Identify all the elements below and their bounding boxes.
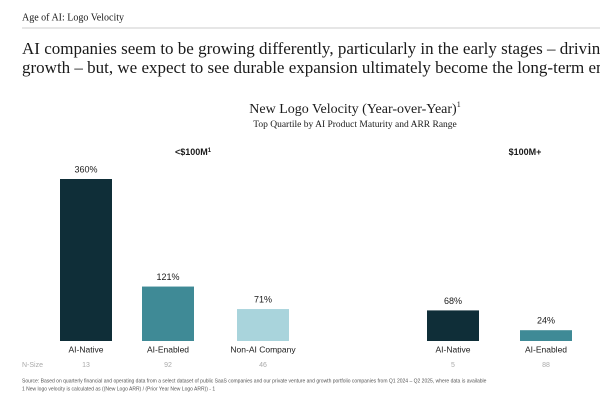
bar [427, 310, 479, 341]
footnote: Source: Based on quarterly financial and… [22, 378, 487, 384]
headline: growth – but, we expect to see durable e… [22, 58, 600, 77]
group-label-text: <$100M [175, 147, 208, 157]
bar [520, 330, 572, 341]
group-label: <$100M1 [175, 147, 212, 157]
superscript: 1 [208, 148, 212, 154]
bar [142, 286, 194, 341]
n-size: 5 [451, 362, 455, 369]
superscript: 1 [457, 100, 461, 109]
n-size: 13 [82, 362, 90, 369]
bar [60, 179, 112, 341]
category-label: Non-AI Company [230, 344, 296, 354]
category-label: AI-Native [69, 344, 104, 354]
header: Age of AI: Logo Velocity [22, 12, 124, 23]
n-size: 88 [542, 362, 550, 369]
bar [237, 309, 289, 341]
n-size-label: N-Size [22, 362, 43, 369]
footnote: 1 New logo velocity is calculated as ((N… [22, 386, 215, 392]
headline: AI companies seem to be growing differen… [22, 39, 600, 58]
chart-title-text: New Logo Velocity (Year-over-Year) [249, 102, 457, 117]
n-size: 46 [259, 362, 267, 369]
category-label: AI-Native [436, 344, 471, 354]
value-label: 121% [156, 272, 179, 282]
category-label: AI-Enabled [525, 344, 567, 354]
value-label: 360% [74, 164, 97, 174]
value-label: 24% [537, 316, 555, 326]
group-label: $100M+ [509, 147, 542, 157]
value-label: 71% [254, 294, 272, 304]
chart-title: New Logo Velocity (Year-over-Year)1 [249, 100, 460, 117]
value-label: 68% [444, 296, 462, 306]
group-label-text: $100M+ [509, 147, 542, 157]
chart-subtitle: Top Quartile by AI Product Maturity and … [253, 120, 457, 130]
category-label: AI-Enabled [147, 344, 189, 354]
n-size: 92 [164, 362, 172, 369]
